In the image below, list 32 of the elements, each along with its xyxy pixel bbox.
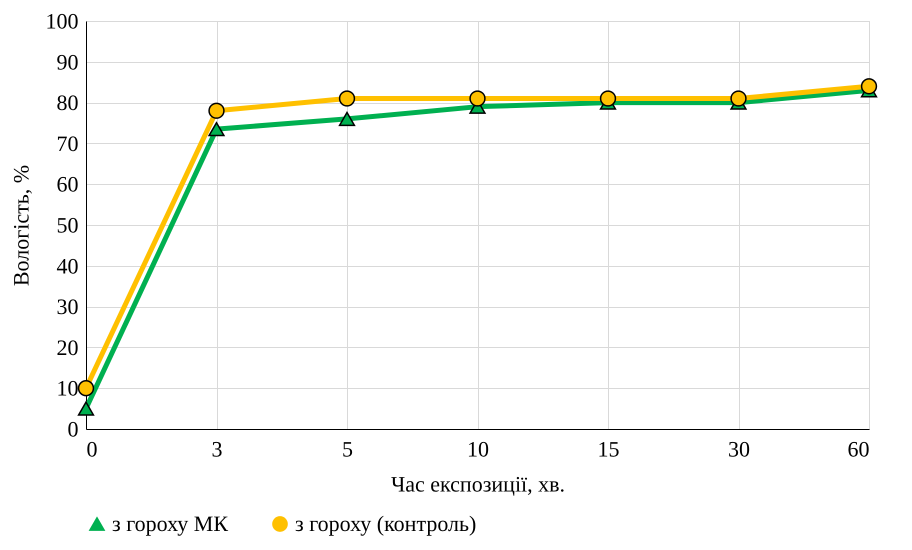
x-tick-label: 10 <box>467 436 489 462</box>
point <box>338 112 356 126</box>
legend-label: з гороху МК <box>112 511 228 536</box>
point <box>600 90 616 107</box>
x-tick-label: 0 <box>86 436 98 462</box>
y-tick-label: 0 <box>68 416 78 442</box>
point <box>78 401 94 416</box>
x-axis-title: Час експозиції, хв. <box>390 472 566 496</box>
point <box>860 78 878 94</box>
y-tick-label: 90 <box>56 49 78 74</box>
legend-label: з гороху (контроль) <box>295 511 476 536</box>
x-tick-label: 5 <box>342 436 353 462</box>
x-tick-label: 30 <box>728 436 750 462</box>
y-tick-label: 60 <box>56 172 78 197</box>
point <box>469 90 486 107</box>
point <box>78 380 94 396</box>
point <box>338 90 356 107</box>
y-tick-label: 10 <box>56 376 78 401</box>
x-tick-label: 60 <box>848 436 870 462</box>
y-tick-label: 40 <box>56 253 78 278</box>
y-tick-label: 70 <box>56 130 78 156</box>
point <box>208 102 225 119</box>
y-tick-label: 50 <box>56 212 78 238</box>
x-tick-label: 3 <box>212 436 222 462</box>
y-tick-label: 100 <box>46 8 78 34</box>
point <box>730 90 747 107</box>
y-axis-title: Вологість, % <box>8 164 34 286</box>
y-tick-label: 30 <box>56 294 78 320</box>
x-tick-label: 15 <box>598 436 620 462</box>
point <box>208 122 225 136</box>
y-tick-label: 80 <box>56 90 78 116</box>
y-tick-label: 20 <box>56 334 78 360</box>
